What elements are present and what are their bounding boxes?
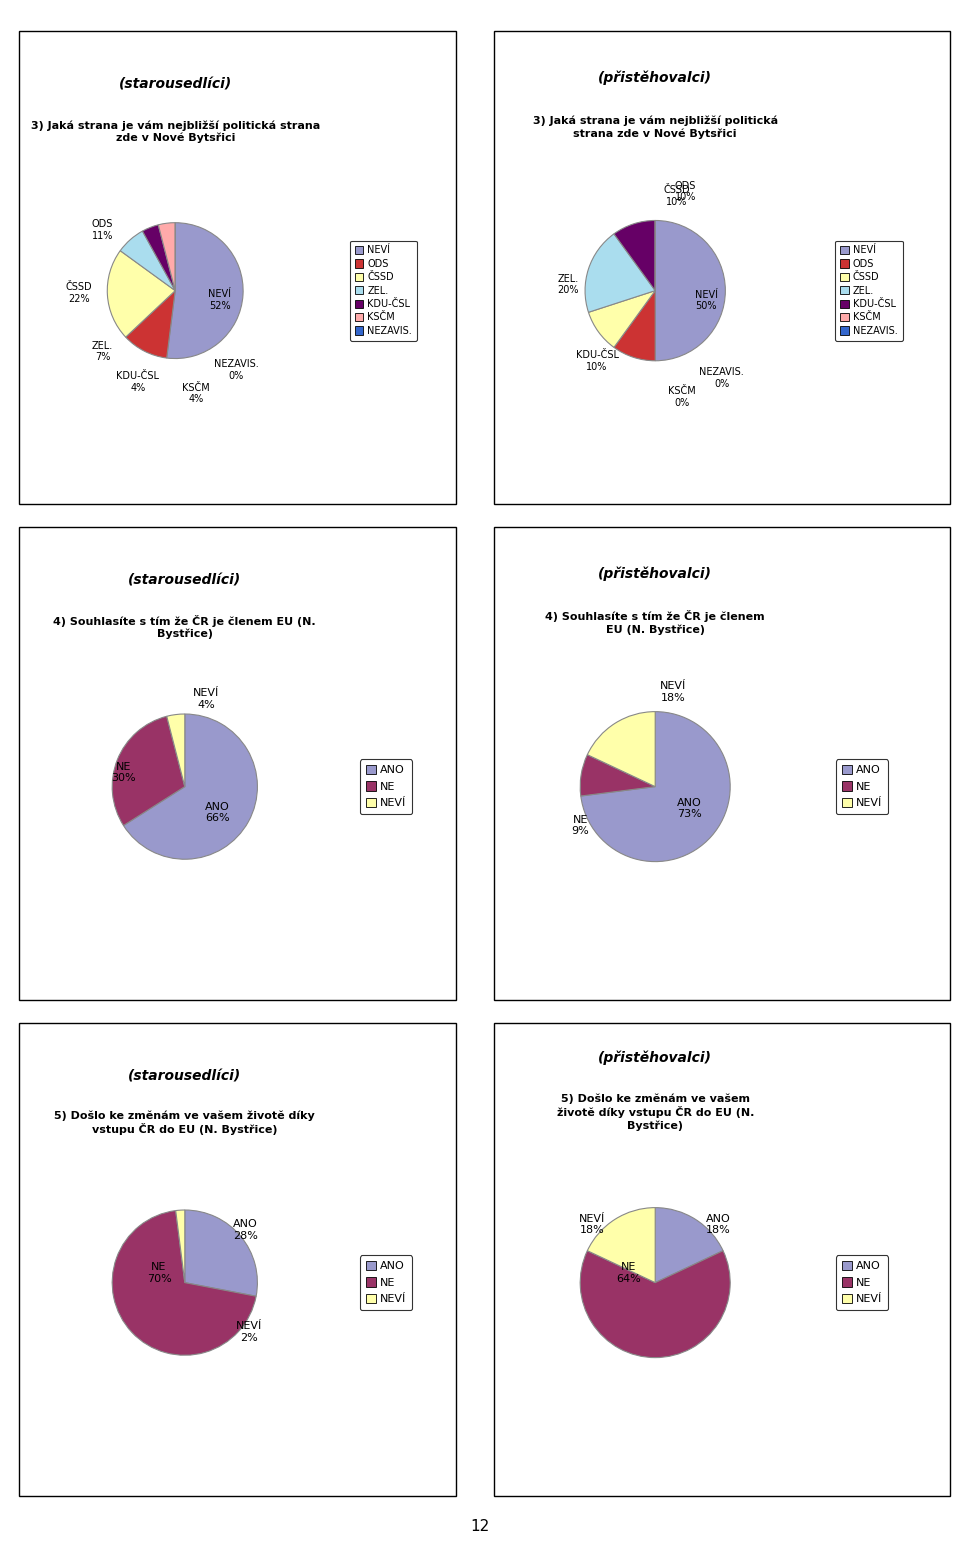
Text: ODS
10%: ODS 10% (675, 181, 696, 202)
Text: ODS
11%: ODS 11% (92, 219, 113, 240)
Text: (přistěhovalci): (přistěhovalci) (598, 70, 712, 85)
Text: NEVÍ
18%: NEVÍ 18% (660, 682, 686, 704)
Wedge shape (614, 220, 656, 291)
Text: NEVÍ
4%: NEVÍ 4% (193, 688, 219, 710)
Title: 5) Došlo ke změnám ve vašem
životě díky vstupu ČR do EU (N.
Bystřice): 5) Došlo ke změnám ve vašem životě díky … (557, 1094, 754, 1130)
Title: 5) Došlo ke změnám ve vašem životě díky
vstupu ČR do EU (N. Bystřice): 5) Došlo ke změnám ve vašem životě díky … (55, 1111, 315, 1136)
Wedge shape (124, 715, 257, 859)
Wedge shape (585, 234, 655, 312)
Title: 4) Souhlasíte s tím že ČR je členem EU (N.
Bystřice): 4) Souhlasíte s tím že ČR je členem EU (… (54, 615, 316, 640)
Legend: ANO, NE, NEVÍ: ANO, NE, NEVÍ (836, 1256, 888, 1310)
Wedge shape (588, 711, 656, 787)
Text: (starousedlíci): (starousedlíci) (129, 1070, 241, 1083)
Wedge shape (112, 1211, 256, 1355)
Wedge shape (142, 225, 176, 291)
Text: KDU-ČSL
4%: KDU-ČSL 4% (116, 370, 159, 392)
Wedge shape (126, 291, 176, 358)
Text: NEVÍ
2%: NEVÍ 2% (236, 1321, 262, 1342)
Text: ANO
73%: ANO 73% (677, 798, 702, 820)
Text: ANO
66%: ANO 66% (205, 801, 230, 823)
Text: KDU-ČSL
10%: KDU-ČSL 10% (576, 350, 618, 372)
Title: 3) Jaká strana je vám nejbližší politická strana
zde v Nové Bytsřici: 3) Jaká strana je vám nejbližší politick… (31, 121, 320, 144)
Wedge shape (158, 223, 176, 291)
Legend: ANO, NE, NEVÍ: ANO, NE, NEVÍ (360, 760, 412, 814)
Wedge shape (655, 220, 726, 361)
Text: NE
9%: NE 9% (571, 815, 589, 835)
Wedge shape (580, 1251, 731, 1358)
Wedge shape (588, 1207, 656, 1283)
Wedge shape (580, 755, 655, 797)
Text: NE
70%: NE 70% (147, 1262, 172, 1283)
Wedge shape (184, 1211, 257, 1296)
Wedge shape (588, 291, 655, 347)
Text: ANO
28%: ANO 28% (233, 1220, 258, 1240)
Text: NEVÍ
52%: NEVÍ 52% (208, 290, 231, 312)
Text: KSČM
4%: KSČM 4% (182, 383, 210, 405)
Wedge shape (108, 251, 176, 338)
Text: NEZAVIS.
0%: NEZAVIS. 0% (214, 360, 258, 381)
Text: ZEL.
20%: ZEL. 20% (558, 274, 579, 296)
Wedge shape (120, 231, 176, 291)
Legend: NEVÍ, ODS, ČSSD, ZEL., KDU-ČSL, KSČM, NEZAVIS.: NEVÍ, ODS, ČSSD, ZEL., KDU-ČSL, KSČM, NE… (835, 240, 902, 341)
Text: ČSSD
22%: ČSSD 22% (66, 282, 92, 304)
Text: (přistěhovalci): (přistěhovalci) (598, 1051, 712, 1065)
Wedge shape (112, 716, 185, 826)
Text: NEZAVIS.
0%: NEZAVIS. 0% (699, 367, 744, 389)
Text: KSČM
0%: KSČM 0% (668, 386, 696, 408)
Legend: ANO, NE, NEVÍ: ANO, NE, NEVÍ (836, 760, 888, 814)
Text: ANO
18%: ANO 18% (706, 1214, 731, 1235)
Wedge shape (167, 715, 185, 787)
Title: 4) Souhlasíte s tím že ČR je členem
EU (N. Bystřice): 4) Souhlasíte s tím že ČR je členem EU (… (545, 611, 765, 634)
Wedge shape (581, 711, 731, 862)
Wedge shape (655, 1207, 723, 1283)
Text: (starousedlíci): (starousedlíci) (119, 78, 231, 91)
Text: ČSSD
10%: ČSSD 10% (663, 186, 690, 208)
Text: NEVÍ
18%: NEVÍ 18% (579, 1214, 606, 1235)
Text: NE
64%: NE 64% (616, 1262, 641, 1283)
Title: 3) Jaká strana je vám nejbližší politická
strana zde v Nové Bytsřici: 3) Jaká strana je vám nejbližší politick… (533, 116, 778, 138)
Text: NEVÍ
50%: NEVÍ 50% (694, 290, 717, 312)
Text: NE
30%: NE 30% (111, 761, 136, 783)
Text: ZEL.
7%: ZEL. 7% (92, 341, 113, 363)
Text: (starousedlíci): (starousedlíci) (129, 574, 241, 587)
Legend: NEVÍ, ODS, ČSSD, ZEL., KDU-ČSL, KSČM, NEZAVIS.: NEVÍ, ODS, ČSSD, ZEL., KDU-ČSL, KSČM, NE… (349, 240, 417, 341)
Wedge shape (176, 1211, 185, 1283)
Text: (přistěhovalci): (přistěhovalci) (598, 566, 712, 581)
Wedge shape (167, 223, 243, 358)
Wedge shape (614, 291, 655, 361)
Legend: ANO, NE, NEVÍ: ANO, NE, NEVÍ (360, 1256, 412, 1310)
Text: 12: 12 (470, 1519, 490, 1534)
